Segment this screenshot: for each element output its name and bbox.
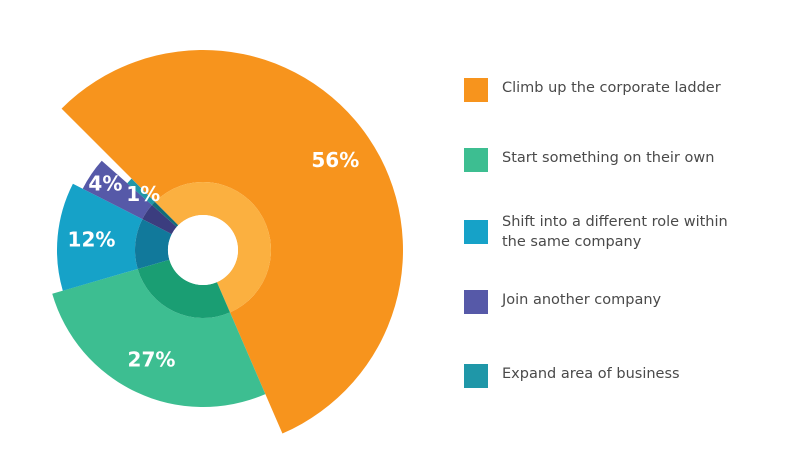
- slice-climb: [61, 50, 403, 434]
- legend-label: Shift into a different role within the s…: [502, 214, 728, 250]
- legend-item-climb: Climb up the corporate ladder: [464, 78, 721, 102]
- slice-inner-shift: [135, 219, 172, 269]
- slice-inner-join: [142, 205, 177, 235]
- legend-item-shift: Shift into a different role within the s…: [464, 212, 742, 252]
- slice-label-start: 27%: [128, 347, 176, 371]
- slice-expand: [127, 178, 155, 206]
- legend-swatch: [464, 148, 488, 172]
- legend-label: Join another company: [502, 292, 662, 308]
- slice-inner-start: [137, 259, 231, 318]
- center-hole: [168, 215, 238, 285]
- legend-label: Start something on their own: [502, 150, 715, 166]
- slice-label-expand: 1%: [126, 182, 160, 206]
- legend-swatch: [464, 364, 488, 388]
- legend-item-expand: Expand area of business: [464, 364, 680, 388]
- legend-label: Climb up the corporate ladder: [502, 80, 721, 96]
- legend-swatch: [464, 290, 488, 314]
- legend-item-join: Join another company: [464, 290, 661, 314]
- slice-inner-climb: [154, 182, 271, 313]
- legend-item-start: Start something on their own: [464, 148, 714, 172]
- slice-join: [82, 160, 152, 220]
- legend-swatch: [464, 220, 488, 244]
- slice-shift: [56, 183, 143, 291]
- slice-label-climb: 56%: [311, 148, 359, 172]
- slice-start: [52, 268, 266, 407]
- slice-label-join: 4%: [88, 172, 122, 196]
- slice-inner-expand: [151, 201, 179, 227]
- legend-swatch: [464, 78, 488, 102]
- slice-label-shift: 12%: [68, 227, 116, 251]
- legend-label: Expand area of business: [502, 366, 680, 382]
- pie-chart: 56% 27% 12% 4% 1%: [52, 50, 403, 434]
